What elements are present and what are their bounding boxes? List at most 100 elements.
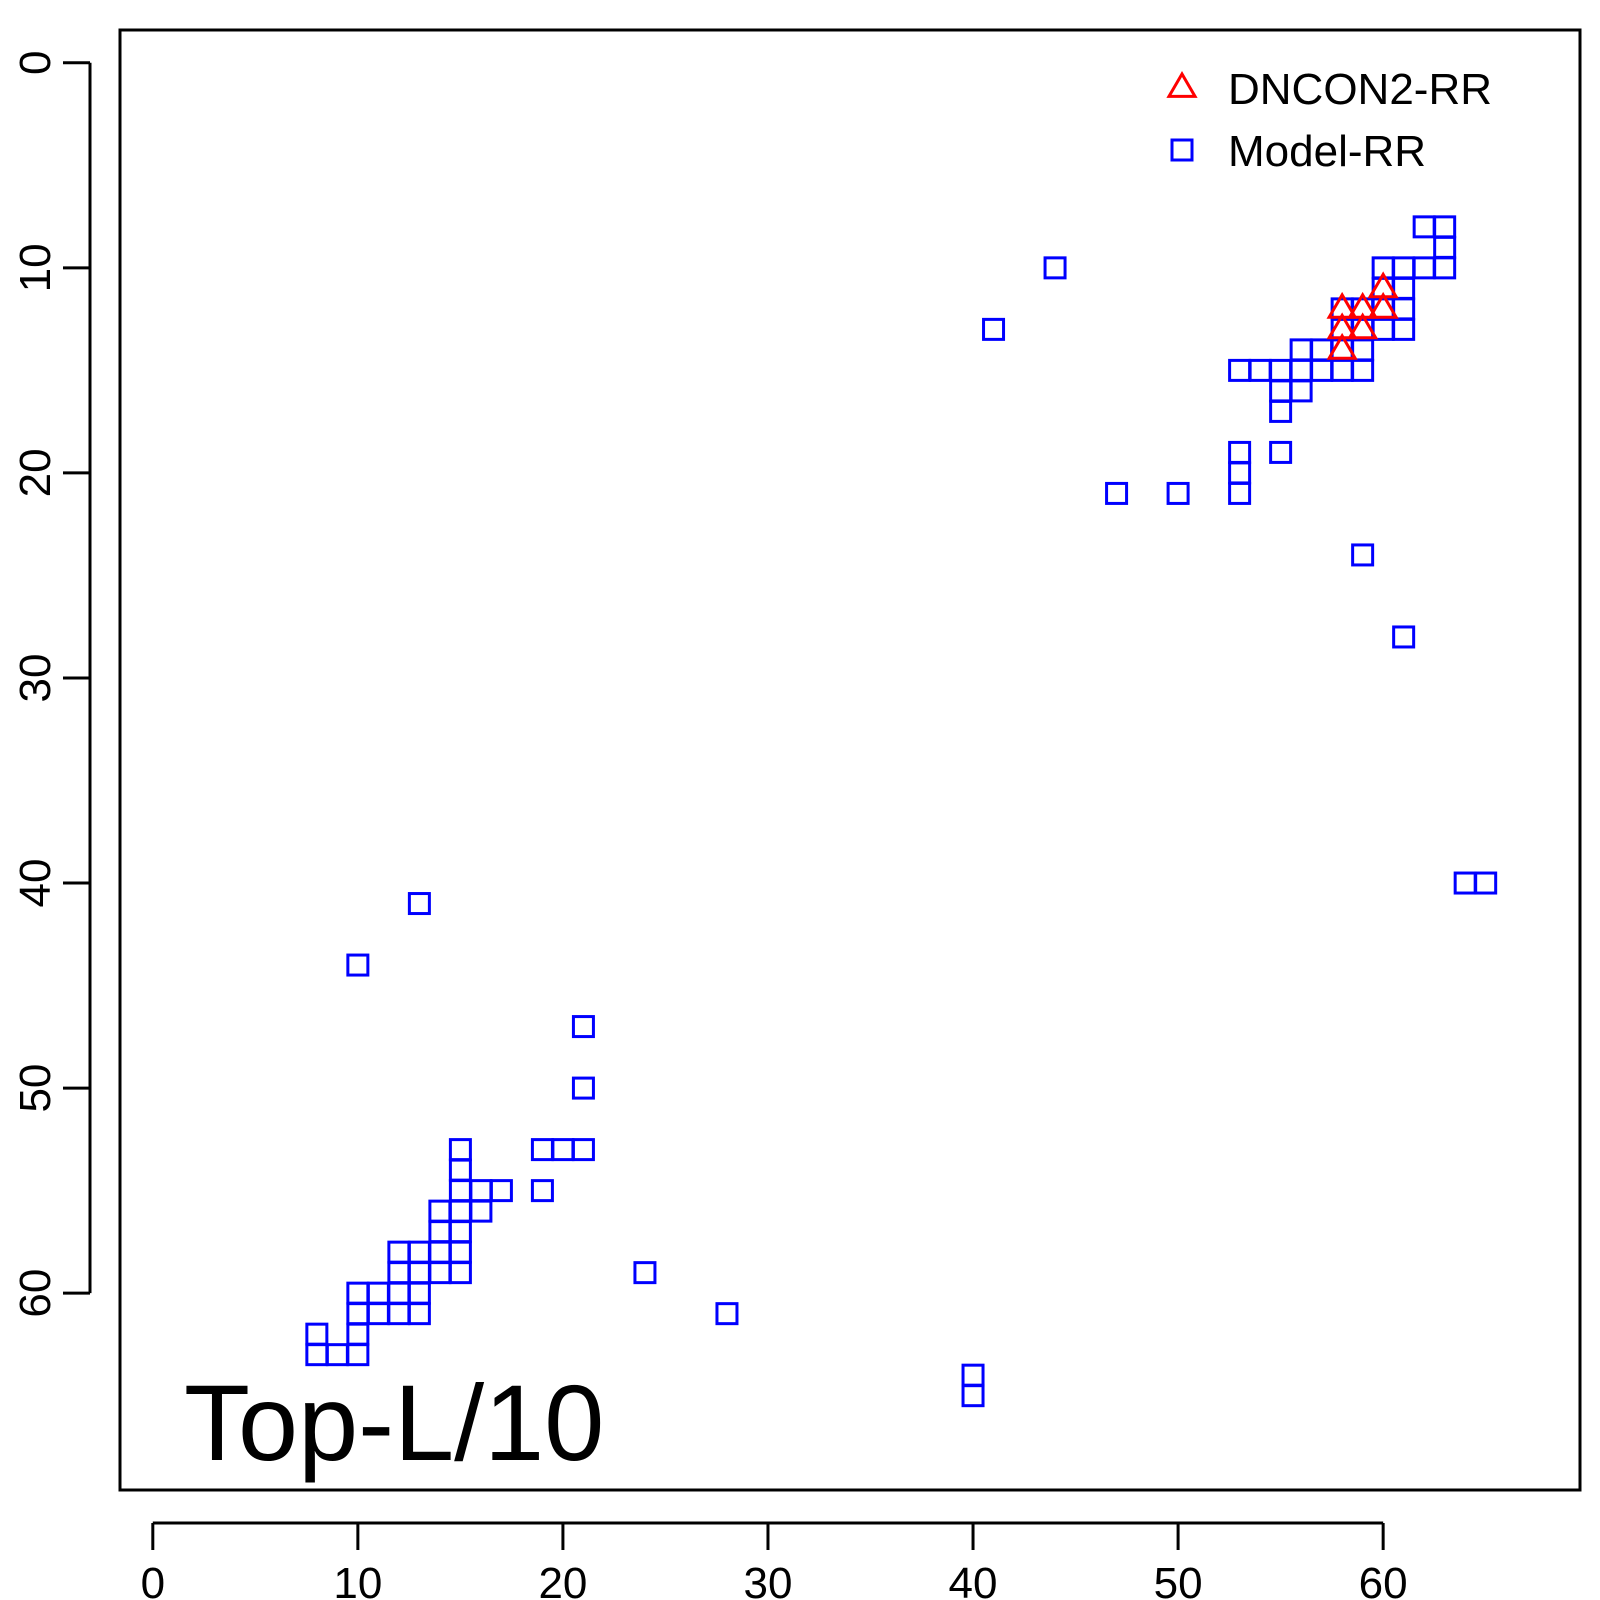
y-tick-label: 50 xyxy=(11,1064,60,1113)
model-rr-point xyxy=(1228,461,1252,485)
model-rr-point xyxy=(489,1179,513,1203)
model-rr-point xyxy=(448,1240,472,1264)
model-rr-point xyxy=(346,1281,370,1305)
model-rr-point xyxy=(305,1322,329,1346)
x-tick-label: 10 xyxy=(333,1559,382,1600)
model-rr-point xyxy=(1269,399,1293,423)
model-rr-point xyxy=(428,1261,452,1285)
y-axis: 0 10 20 30 40 50 60 xyxy=(11,51,92,1318)
model-rr-point xyxy=(1412,256,1436,280)
model-rr-point xyxy=(1289,379,1313,403)
model-rr-point xyxy=(1351,543,1375,567)
dncon2-rr-point xyxy=(1367,291,1399,319)
model-rr-point xyxy=(469,1179,493,1203)
model-rr-point xyxy=(1330,358,1354,382)
model-rr-point xyxy=(961,1363,985,1387)
model-rr-point xyxy=(571,1076,595,1100)
model-rr-point xyxy=(1412,215,1436,239)
y-tick-label: 30 xyxy=(11,654,60,703)
x-tick-label: 30 xyxy=(744,1559,793,1600)
model-rr-point xyxy=(448,1138,472,1162)
model-rr-point xyxy=(1228,481,1252,505)
model-rr-point xyxy=(448,1199,472,1223)
model-rr-point xyxy=(346,1343,370,1367)
model-rr-point xyxy=(387,1302,411,1326)
model-rr-point xyxy=(428,1220,452,1244)
dncon2-rr-point xyxy=(1326,332,1358,360)
model-rr-point xyxy=(407,892,431,916)
model-rr-point xyxy=(407,1240,431,1264)
model-rr-point xyxy=(633,1261,657,1285)
model-rr-point xyxy=(1310,358,1334,382)
model-rr-point xyxy=(428,1240,452,1264)
x-axis: 0 10 20 30 40 50 60 xyxy=(141,1521,1408,1600)
y-tick-label: 40 xyxy=(11,859,60,908)
model-rr-point xyxy=(1269,379,1293,403)
model-rr-point xyxy=(1105,481,1129,505)
model-rr-point xyxy=(1433,256,1457,280)
model-rr-point xyxy=(346,1322,370,1346)
model-rr-point xyxy=(571,1138,595,1162)
model-rr-point xyxy=(469,1199,493,1223)
model-rr-point xyxy=(1289,358,1313,382)
model-rr-point xyxy=(1351,358,1375,382)
legend-label: Model-RR xyxy=(1228,127,1426,176)
dncon2-rr-point xyxy=(1347,312,1379,340)
model-rr-point xyxy=(407,1261,431,1285)
y-tick-label: 20 xyxy=(11,448,60,497)
model-rr-point xyxy=(982,317,1006,341)
dncon2-rr-points xyxy=(1326,271,1399,360)
model-rr-point xyxy=(387,1281,411,1305)
plot-frame xyxy=(118,28,1582,1492)
model-rr-point xyxy=(1269,440,1293,464)
x-tick-label: 40 xyxy=(949,1559,998,1600)
model-rr-point xyxy=(1392,625,1416,649)
model-rr-point xyxy=(387,1240,411,1264)
model-rr-point xyxy=(1043,256,1067,280)
model-rr-point xyxy=(961,1384,985,1408)
model-rr-point xyxy=(1474,871,1498,895)
model-rr-points xyxy=(305,215,1498,1408)
x-tick-label: 20 xyxy=(538,1559,587,1600)
legend-marker-model-rr xyxy=(1170,138,1194,162)
model-rr-point xyxy=(366,1302,390,1326)
model-rr-point xyxy=(1166,481,1190,505)
model-rr-point xyxy=(1269,358,1293,382)
model-rr-point xyxy=(571,1015,595,1039)
model-rr-point xyxy=(1433,215,1457,239)
x-tick-label: 60 xyxy=(1359,1559,1408,1600)
y-tick-label: 60 xyxy=(11,1269,60,1318)
x-tick-label: 50 xyxy=(1154,1559,1203,1600)
model-rr-point xyxy=(366,1281,390,1305)
model-rr-point xyxy=(1453,871,1477,895)
model-rr-point xyxy=(407,1302,431,1326)
model-rr-point xyxy=(448,1261,472,1285)
model-rr-point xyxy=(1289,338,1313,362)
model-rr-point xyxy=(407,1281,431,1305)
model-rr-point xyxy=(1228,440,1252,464)
model-rr-point xyxy=(448,1179,472,1203)
model-rr-point xyxy=(1228,358,1252,382)
model-rr-point xyxy=(1433,235,1457,259)
model-rr-point xyxy=(1392,317,1416,341)
legend: DNCON2-RR Model-RR xyxy=(1166,65,1492,176)
model-rr-point xyxy=(1392,256,1416,280)
y-tick-label: 0 xyxy=(11,51,60,75)
model-rr-point xyxy=(387,1261,411,1285)
model-rr-point xyxy=(1248,358,1272,382)
model-rr-point xyxy=(551,1138,575,1162)
model-rr-point xyxy=(715,1302,739,1326)
legend-label: DNCON2-RR xyxy=(1228,65,1492,114)
model-rr-point xyxy=(346,1302,370,1326)
model-rr-point xyxy=(346,953,370,977)
model-rr-point xyxy=(530,1138,554,1162)
x-tick-label: 0 xyxy=(141,1559,165,1600)
model-rr-point xyxy=(448,1158,472,1182)
model-rr-point xyxy=(530,1179,554,1203)
model-rr-point xyxy=(448,1220,472,1244)
y-tick-label: 10 xyxy=(11,243,60,292)
annotation-label: Top-L/10 xyxy=(184,1362,604,1483)
legend-marker-dncon2-rr xyxy=(1166,71,1198,98)
model-rr-point xyxy=(428,1199,452,1223)
